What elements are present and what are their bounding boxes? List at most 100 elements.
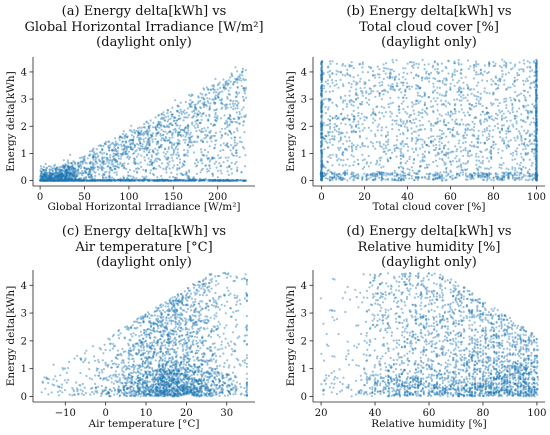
scatter-point [529, 87, 532, 90]
scatter-point [184, 135, 187, 138]
scatter-point [474, 102, 478, 105]
scatter-point [505, 136, 508, 139]
scatter-point [490, 104, 493, 107]
scatter-point [376, 125, 379, 128]
scatter-point [335, 130, 338, 133]
scatter-point [516, 72, 519, 75]
scatter-point [488, 62, 491, 66]
scatter-point [235, 95, 238, 99]
scatter-point [198, 179, 201, 182]
scatter-point [397, 124, 400, 127]
scatter-point [50, 176, 53, 179]
scatter-point [458, 139, 461, 142]
scatter-point [136, 134, 140, 137]
scatter-point [421, 116, 424, 119]
scatter-point [109, 154, 112, 157]
scatter-point [105, 179, 108, 182]
scatter-point [79, 179, 82, 182]
scatter-point [342, 101, 345, 104]
scatter-point [96, 162, 99, 165]
scatter-point [352, 178, 355, 181]
scatter-point [328, 141, 331, 144]
scatter-point [396, 138, 399, 142]
scatter-point [216, 169, 220, 172]
scatter-point [513, 65, 516, 68]
scatter-point [205, 154, 208, 157]
scatter-point [526, 117, 529, 120]
scatter-point [440, 62, 443, 65]
scatter-point [416, 85, 419, 88]
scatter-point [380, 156, 383, 159]
scatter-point [363, 86, 366, 89]
scatter-point [529, 70, 532, 73]
scatter-point [72, 167, 75, 170]
scatter-point [162, 137, 165, 140]
scatter-point [518, 143, 521, 147]
scatter-point [232, 107, 235, 111]
scatter-point [131, 134, 134, 137]
scatter-point [199, 106, 202, 110]
scatter-point [328, 122, 332, 125]
scatter-point [202, 104, 205, 107]
scatter-point [515, 115, 518, 118]
scatter-point [453, 62, 456, 65]
scatter-point [520, 171, 523, 174]
scatter-point [505, 97, 508, 100]
scatter-point [236, 81, 239, 84]
scatter-point [49, 175, 52, 178]
scatter-point [323, 87, 326, 90]
scatter-point [180, 112, 183, 116]
scatter-point [240, 171, 243, 174]
scatter-point [60, 170, 64, 173]
scatter-point [202, 130, 205, 133]
scatter-point [147, 179, 150, 182]
scatter-point [397, 96, 400, 99]
scatter-point [481, 104, 484, 108]
scatter-point [324, 80, 327, 83]
scatter-point [518, 61, 521, 64]
scatter-point [395, 119, 398, 122]
scatter-point [118, 139, 121, 142]
scatter-point [412, 103, 415, 106]
scatter-point [445, 135, 448, 138]
scatter-point [320, 175, 323, 178]
scatter-point [226, 120, 229, 124]
scatter-point [524, 138, 527, 141]
scatter-point [219, 102, 223, 105]
scatter-point [399, 133, 402, 136]
scatter-point [234, 162, 237, 165]
scatter-point [350, 126, 353, 129]
scatter-point [190, 135, 193, 138]
scatter-point [233, 131, 236, 134]
scatter-point [203, 127, 206, 130]
scatter-point [77, 165, 80, 168]
scatter-point [207, 151, 210, 154]
scatter-point [146, 132, 149, 135]
scatter-point [378, 81, 381, 84]
scatter-point [176, 148, 179, 151]
scatter-point [458, 174, 461, 177]
scatter-point [134, 167, 138, 171]
scatter-point [151, 140, 154, 143]
scatter-point [331, 130, 334, 133]
scatter-point [113, 167, 116, 170]
scatter-point [397, 147, 400, 150]
scatter-point [168, 123, 171, 126]
scatter-point [160, 123, 163, 126]
scatter-point [404, 122, 407, 125]
scatter-point [168, 141, 172, 144]
scatter-point [431, 66, 434, 69]
scatter-point [121, 132, 125, 136]
scatter-point [87, 173, 91, 176]
scatter-point [111, 149, 114, 152]
scatter-point [460, 95, 463, 98]
scatter-point [169, 179, 172, 182]
scatter-point [191, 101, 194, 104]
scatter-point [327, 97, 330, 100]
scatter-point [155, 129, 158, 132]
scatter-point [417, 66, 420, 69]
scatter-point [186, 124, 189, 127]
scatter-point [243, 131, 246, 134]
scatter-point [413, 121, 416, 124]
scatter-point [49, 178, 53, 181]
